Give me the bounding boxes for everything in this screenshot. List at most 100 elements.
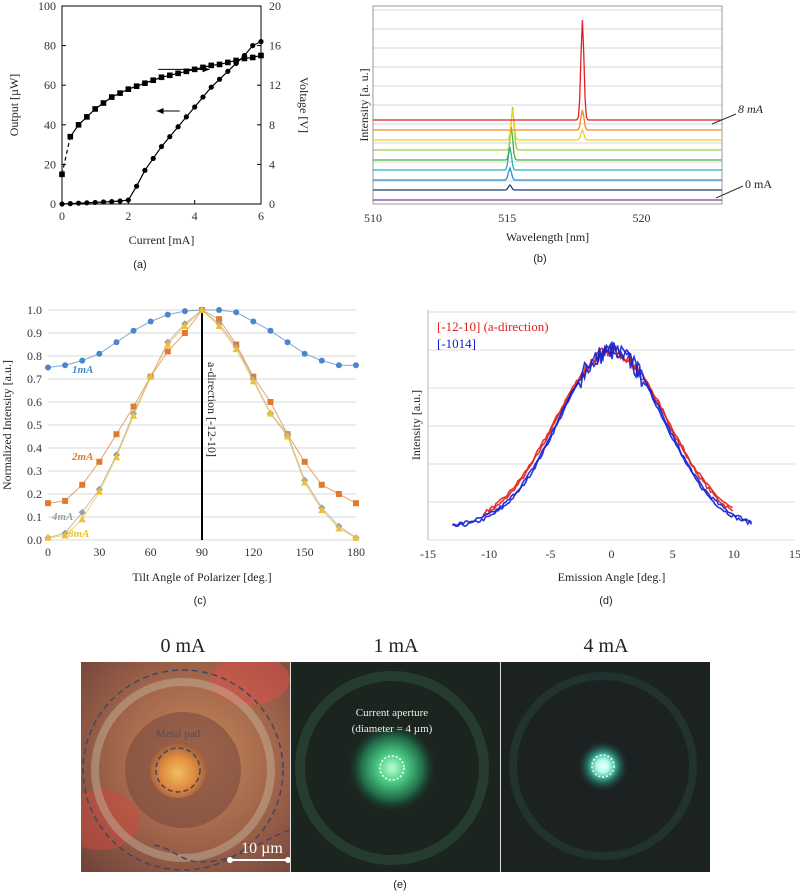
- x-tick-label: 6: [258, 209, 264, 223]
- series-point: [335, 491, 342, 497]
- voltage-point: [100, 100, 107, 106]
- series-point: [301, 458, 308, 465]
- photo-0ma: [81, 662, 290, 872]
- photo-title-0ma: 0 mA: [161, 635, 207, 657]
- y2-axis-label: Voltage [V]: [297, 77, 311, 133]
- y-tick-label: 0.9: [27, 326, 42, 340]
- voltage-point: [208, 62, 215, 69]
- series-label: 1mA: [72, 364, 93, 376]
- y-tick-label: 100: [38, 0, 56, 13]
- x-tick-label: 0: [45, 545, 51, 559]
- y2-tick-label: 16: [269, 39, 281, 53]
- x-tick-label: 150: [296, 545, 314, 559]
- series-point: [78, 515, 86, 523]
- series-point: [267, 327, 274, 334]
- micrograph-panel: 0 mA 1 mA 4 mA: [81, 635, 710, 872]
- y-tick-label: 0.6: [27, 395, 42, 409]
- photo-4ma: [501, 662, 710, 872]
- voltage-point: [117, 90, 123, 96]
- beam-profile-line: [482, 343, 733, 516]
- series-point: [61, 531, 69, 539]
- series-point: [284, 339, 291, 346]
- caption-e: (e): [393, 879, 406, 891]
- spectrum-line: [373, 126, 722, 161]
- label-0ma-leader: [715, 185, 744, 199]
- y-tick-label: 0.1: [27, 510, 42, 524]
- plot-frame: [61, 5, 262, 205]
- series-point: [249, 377, 257, 385]
- series-point: [62, 362, 69, 369]
- series-point: [215, 322, 223, 330]
- series-point: [164, 348, 171, 355]
- spectrum-line: [373, 106, 722, 151]
- y-axis-label: Normalized Intensity [a.u.]: [0, 360, 14, 490]
- output-point: [67, 201, 73, 207]
- output-point: [208, 84, 214, 90]
- series-point: [352, 533, 360, 541]
- output-point: [200, 94, 206, 100]
- output-point: [183, 114, 189, 120]
- spectrum-line: [373, 166, 722, 181]
- output-point: [117, 198, 123, 204]
- voltage-point: [249, 54, 256, 61]
- y-tick-label: 1.0: [27, 303, 42, 317]
- x-tick-label: -5: [545, 547, 555, 561]
- series-point: [335, 524, 343, 532]
- x-tick-label: 10: [728, 547, 740, 561]
- arrow-right-head: [202, 66, 210, 73]
- series-label: 4mA: [51, 511, 73, 523]
- output-point: [250, 43, 256, 49]
- voltage-point: [183, 68, 190, 75]
- label-8ma-leader: [711, 113, 737, 125]
- output-point: [167, 134, 173, 140]
- series-point: [78, 508, 86, 516]
- x-tick-label: 180: [347, 545, 365, 559]
- series-point: [250, 318, 257, 325]
- y-tick-label: 20: [44, 157, 56, 171]
- y-tick-label: 0.3: [27, 464, 42, 478]
- legend-red: [-12-10] (a-direction): [437, 319, 549, 334]
- series-point: [96, 458, 103, 465]
- output-point: [216, 76, 223, 82]
- output-point: [100, 199, 107, 205]
- series-point: [130, 327, 137, 334]
- x-tick-label: 4: [192, 209, 198, 223]
- series-point: [79, 481, 86, 488]
- series-point: [181, 330, 188, 336]
- output-point: [84, 200, 90, 206]
- y-tick-label: 60: [44, 78, 56, 92]
- voltage-point: [158, 74, 165, 81]
- series-point: [267, 399, 274, 405]
- voltage-point: [216, 61, 223, 68]
- series-point: [113, 339, 120, 346]
- x-tick-label: 120: [244, 545, 262, 559]
- series-point: [283, 432, 292, 440]
- voltage-point: [142, 80, 148, 87]
- y-tick-label: 40: [44, 118, 56, 132]
- y2-tick-label: 4: [269, 157, 275, 171]
- series-point: [147, 372, 155, 380]
- output-point: [109, 199, 115, 205]
- aperture-label-line2: (diameter = 4 µm): [352, 723, 433, 735]
- series-point: [79, 357, 86, 364]
- x-axis-label: Tilt Angle of Polarizer [deg.]: [132, 570, 271, 584]
- x-tick-label: 30: [93, 545, 105, 559]
- output-point: [158, 143, 165, 150]
- y2-tick-label: 0: [269, 197, 275, 211]
- y-axis-label: Intensity [a. u.]: [357, 68, 371, 141]
- y-tick-label: 0.2: [27, 487, 42, 501]
- x-axis-label: Emission Angle [deg.]: [558, 570, 666, 584]
- x-tick-label: 15: [789, 547, 800, 561]
- x-tick-label: -15: [420, 547, 436, 561]
- voltage-point: [67, 133, 74, 140]
- voltage-point: [92, 106, 98, 112]
- spectrum-line: [373, 109, 722, 131]
- spectrum-line: [373, 146, 722, 171]
- output-point: [142, 167, 148, 173]
- voltage-point: [133, 83, 140, 89]
- y-tick-label: 0.0: [27, 533, 42, 547]
- series-point: [96, 350, 103, 357]
- x-tick-label: -10: [481, 547, 497, 561]
- x-axis-label: Current [mA]: [129, 233, 195, 247]
